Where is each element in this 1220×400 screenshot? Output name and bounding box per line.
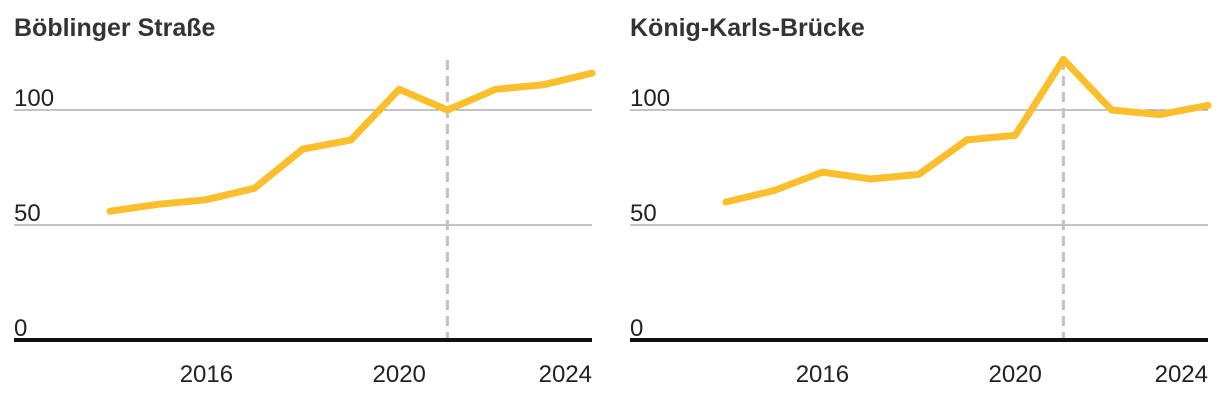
data-point-2023	[1156, 111, 1164, 119]
y-tick-label: 50	[14, 200, 41, 227]
data-point-2022	[1108, 106, 1116, 114]
chart-panel-boeblinger-strasse: 0 50 100 2016 2020 2024 Böblinger Straße	[0, 0, 600, 400]
chart-title: Böblinger Straße	[14, 14, 216, 42]
y-tick-label: 0	[14, 315, 27, 342]
data-point-2020	[395, 85, 403, 93]
data-point-2016	[202, 196, 210, 204]
x-tick-label: 2016	[180, 361, 233, 388]
x-tick-label: 2024	[539, 361, 592, 388]
data-point-2024	[1204, 101, 1212, 109]
data-point-2023	[540, 81, 548, 89]
x-tick-label: 2020	[989, 361, 1042, 388]
data-point-2020	[1011, 131, 1019, 139]
series-line	[722, 55, 1212, 206]
data-point-2019	[963, 136, 971, 144]
line-chart-boeblinger-strasse: 0 50 100 2016 2020 2024	[14, 60, 596, 388]
data-point-2018	[915, 170, 923, 178]
x-tick-label: 2016	[796, 361, 849, 388]
y-tick-label: 50	[630, 200, 657, 227]
data-point-2022	[492, 85, 500, 93]
data-point-2021	[443, 106, 451, 114]
data-point-2021	[1059, 55, 1067, 63]
data-point-2017	[867, 175, 875, 183]
chart-title: König-Karls-Brücke	[630, 14, 865, 42]
data-point-2014	[106, 207, 114, 215]
y-tick-label: 100	[630, 85, 670, 112]
data-point-2024	[588, 69, 596, 77]
data-point-2015	[770, 187, 778, 194]
data-point-2014	[722, 198, 730, 206]
chart-panel-koenig-karls-bruecke: 0 50 100 2016 2020 2024 König-Karls-Brücke	[616, 0, 1216, 400]
data-point-2017	[251, 184, 259, 192]
x-tick-label: 2024	[1155, 361, 1208, 388]
line-chart-koenig-karls-bruecke: 0 50 100 2016 2020 2024	[630, 55, 1212, 388]
data-point-2019	[347, 136, 355, 144]
y-tick-label: 0	[630, 315, 643, 342]
data-point-2018	[299, 145, 307, 153]
data-point-2016	[818, 168, 826, 176]
x-tick-label: 2020	[373, 361, 426, 388]
data-point-2015	[154, 200, 162, 208]
y-tick-label: 100	[14, 85, 54, 112]
